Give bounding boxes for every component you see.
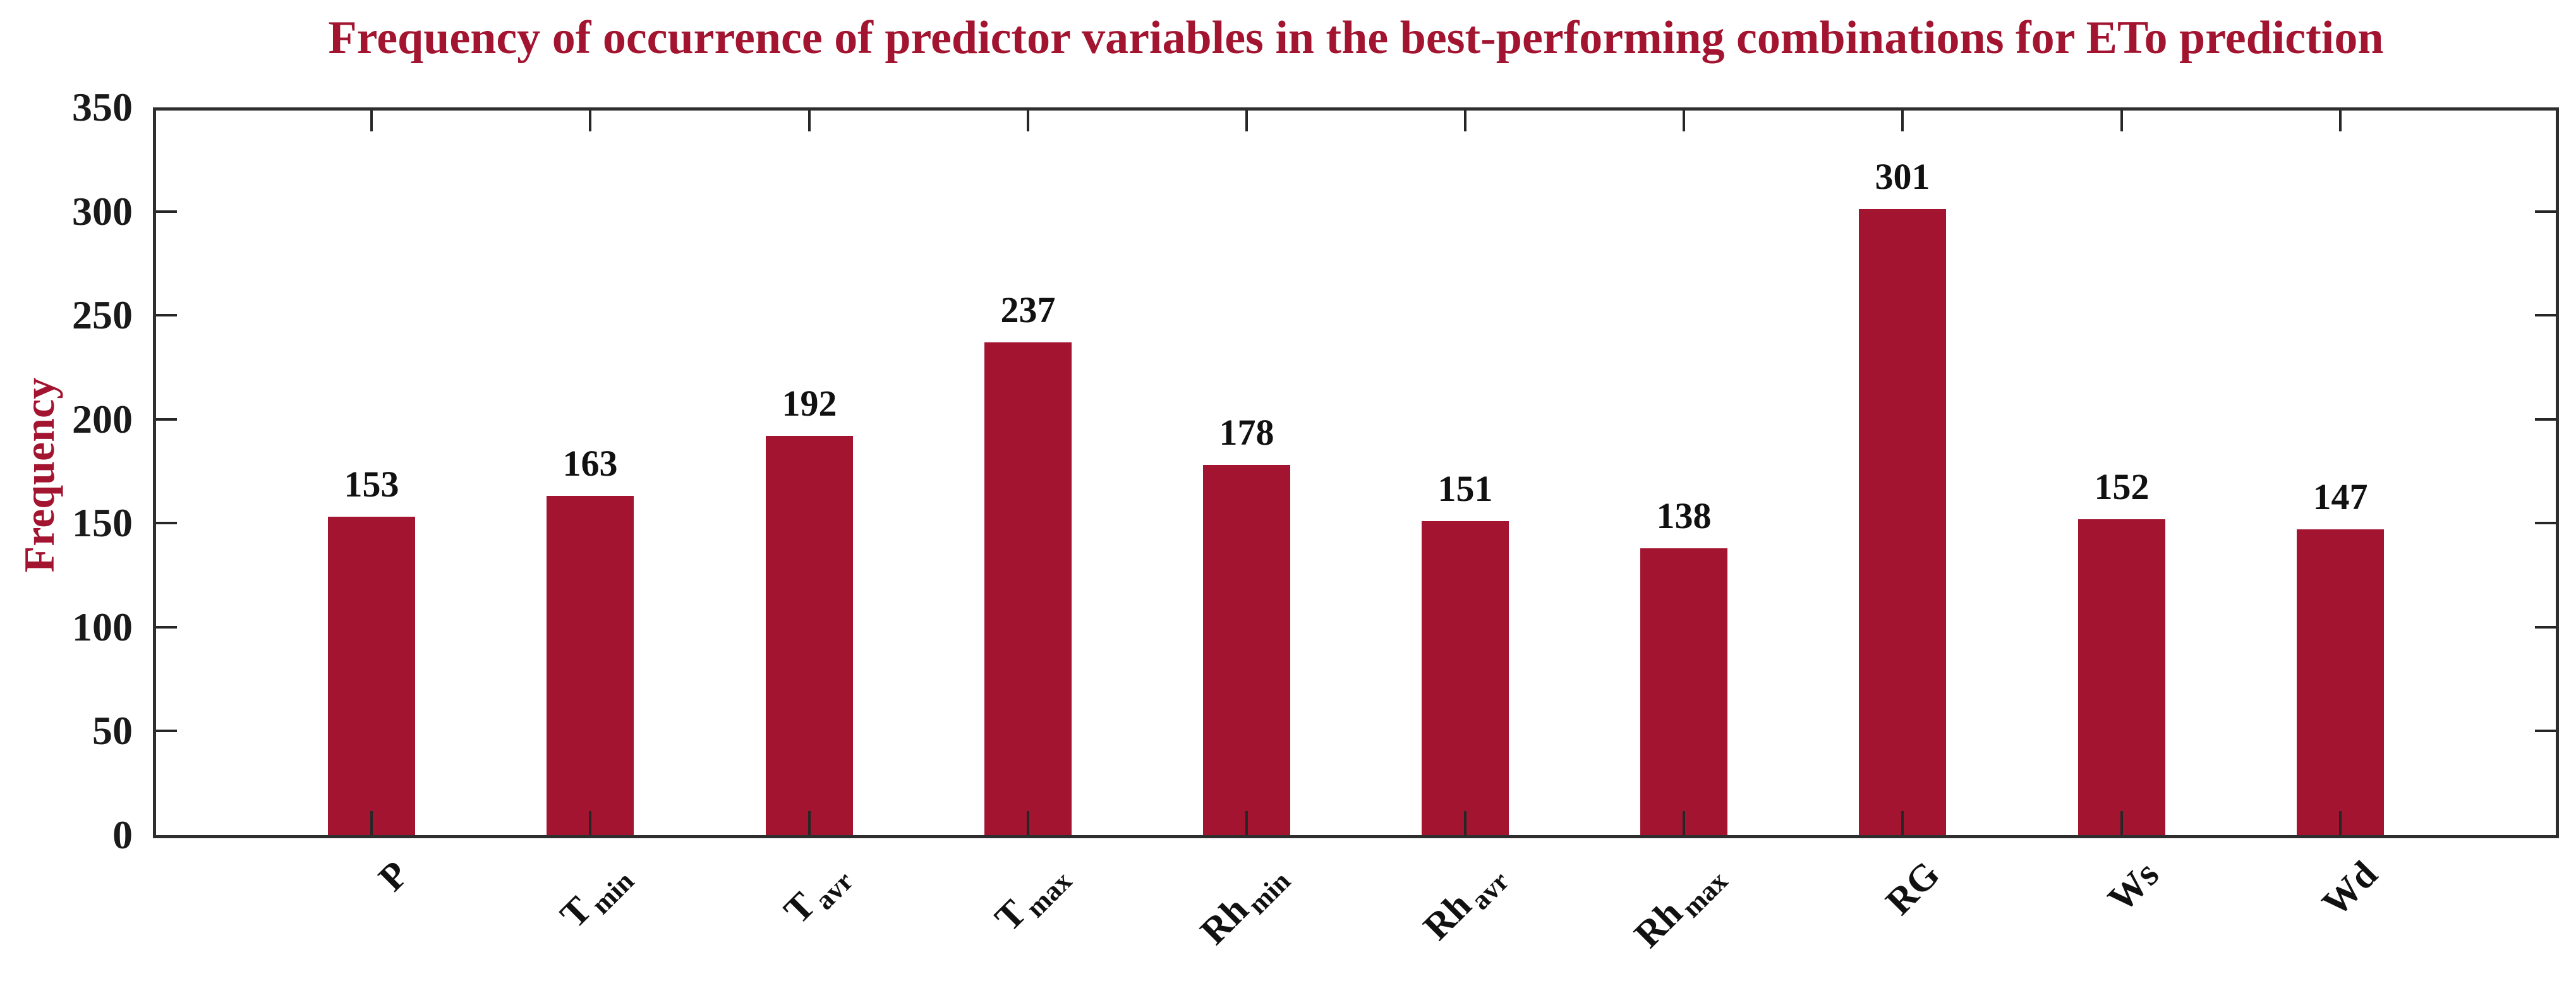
y-tick-label: 300 [72,189,133,234]
bar [1203,465,1290,835]
x-tick-mark-top [589,107,591,131]
x-tick-mark-bottom [808,811,811,835]
x-tick-mark-bottom [1683,811,1685,835]
y-tick-mark-left [153,210,177,213]
bar [984,342,1072,835]
chart-title: Frequency of occurrence of predictor var… [328,12,2384,64]
x-tick-mark-top [1901,107,1904,131]
bar-value-label: 192 [782,383,837,424]
y-tick-label: 100 [72,605,133,649]
bar-value-label: 138 [1656,495,1712,536]
bar [547,496,634,835]
x-tick-label-subscript: max [1020,865,1078,924]
bar-value-label: 163 [562,443,618,484]
y-tick-mark-right [2535,210,2559,213]
x-tick-mark-bottom [2120,811,2123,835]
y-tick-mark-right [2535,730,2559,732]
y-tick-mark-right [2535,418,2559,421]
y-tick-mark-left [153,522,177,524]
y-tick-mark-left [153,730,177,732]
y-tick-mark-right [2535,626,2559,629]
bar-value-label: 153 [344,464,399,505]
y-tick-label: 200 [72,397,133,442]
bar-value-label: 237 [1000,289,1056,330]
bar [1859,209,1946,835]
y-tick-mark-left [153,626,177,629]
y-tick-label: 150 [72,500,133,545]
x-tick-mark-top [808,107,811,131]
x-tick-label: P [106,849,421,981]
x-tick-mark-top [2120,107,2123,131]
x-tick-label-main: Wd [2314,853,2386,925]
y-tick-mark-left [153,314,177,316]
bar [2297,529,2384,835]
x-tick-label-main: RG [1877,853,1948,923]
x-tick-label-subscript: max [1676,865,1734,924]
bar-value-label: 301 [1875,156,1930,197]
bar [1640,548,1727,835]
x-tick-mark-bottom [1901,811,1904,835]
x-tick-mark-bottom [1464,811,1466,835]
bar-value-label: 152 [2094,466,2150,507]
x-tick-mark-bottom [2339,811,2342,835]
y-tick-label: 250 [72,292,133,337]
x-tick-mark-top [1245,107,1248,131]
x-tick-mark-top [1027,107,1029,131]
y-tick-mark-left [153,418,177,421]
x-tick-mark-top [370,107,373,131]
bar [2078,519,2165,835]
bar [766,436,853,835]
x-tick-mark-top [2339,107,2342,131]
bar-value-label: 147 [2313,476,2368,517]
x-tick-mark-bottom [1245,811,1248,835]
y-tick-label: 0 [112,812,133,857]
x-tick-mark-top [1683,107,1685,131]
bar [328,517,415,835]
x-tick-mark-bottom [1027,811,1029,835]
y-tick-label: 350 [72,85,133,129]
x-tick-mark-bottom [589,811,591,835]
bar [1422,521,1509,835]
x-tick-label-main: Ws [2100,853,2167,920]
y-tick-mark-right [2535,522,2559,524]
bar-value-label: 178 [1219,412,1274,453]
x-tick-mark-top [1464,107,1466,131]
y-tick-label: 50 [92,708,133,753]
x-tick-mark-bottom [370,811,373,835]
x-tick-label-main: P [370,853,417,899]
y-tick-mark-right [2535,314,2559,316]
bar-value-label: 151 [1437,468,1493,509]
